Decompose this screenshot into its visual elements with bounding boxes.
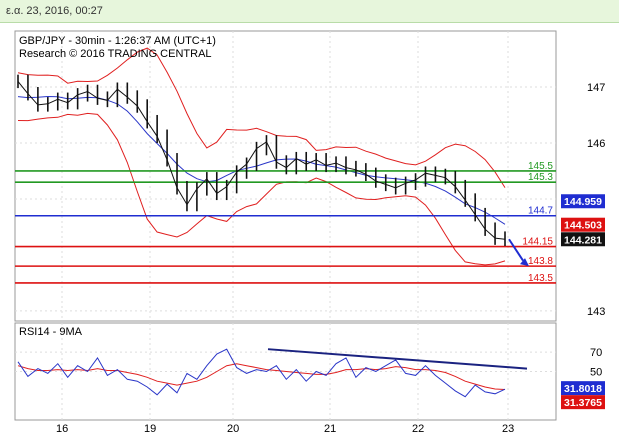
rsi-badge-label: 31.3765 bbox=[564, 397, 602, 409]
grid bbox=[15, 31, 556, 420]
rsi-panel-label: RSI14 - 9MA bbox=[19, 326, 83, 338]
x-tick-label: 16 bbox=[56, 423, 68, 435]
price-badge bbox=[561, 217, 605, 232]
level-label: 145.5 bbox=[528, 161, 553, 172]
x-tick-label: 21 bbox=[324, 423, 336, 435]
price-badges: 144.959 144.503 144.281 31.8018 31.3765 bbox=[561, 194, 605, 410]
forecast-arrow-head bbox=[520, 258, 529, 267]
forecast-arrow bbox=[508, 238, 524, 262]
price-badge bbox=[561, 194, 605, 209]
price-badge-label: 144.281 bbox=[564, 234, 602, 246]
chart-instrument-title: GBP/JPY - 30min - 1:26:37 AM (UTC+1) bbox=[19, 35, 216, 47]
level-label: 143.8 bbox=[528, 256, 553, 267]
header-bar: ε.α. 23, 2016, 00:27 bbox=[0, 0, 619, 23]
lower-band bbox=[17, 112, 506, 266]
x-tick-label: 20 bbox=[227, 423, 239, 435]
rsi-ma-line bbox=[17, 363, 506, 390]
level-label: 144.7 bbox=[528, 206, 553, 217]
price-tick-label: 147 bbox=[587, 82, 605, 94]
level-label: 145.3 bbox=[528, 172, 553, 183]
rsi-trendline bbox=[267, 348, 528, 370]
rsi-badge bbox=[561, 395, 605, 410]
x-tick-label: 19 bbox=[144, 423, 156, 435]
price-badge-label: 144.503 bbox=[564, 220, 602, 232]
level-label: 143.5 bbox=[528, 273, 553, 284]
rsi-line bbox=[17, 348, 506, 398]
rsi-badge bbox=[561, 381, 605, 396]
chart-credit: Research © 2016 TRADING CENTRAL bbox=[19, 48, 212, 60]
upper-band bbox=[17, 47, 506, 188]
price-tick-label: 143 bbox=[587, 306, 605, 318]
rsi-series bbox=[17, 348, 528, 398]
price-line bbox=[17, 81, 506, 240]
rsi-tick-label: 50 bbox=[590, 367, 602, 379]
price-tick-label: 146 bbox=[587, 138, 605, 150]
price-panel-frame bbox=[14, 30, 557, 322]
level-label: 144.15 bbox=[522, 237, 553, 248]
x-tick-label: 22 bbox=[412, 423, 424, 435]
rsi-tick-label: 70 bbox=[590, 347, 602, 359]
rsi-badge-label: 31.8018 bbox=[564, 383, 602, 395]
price-badge-label: 144.959 bbox=[564, 196, 602, 208]
price-series bbox=[17, 74, 529, 267]
x-tick-label: 23 bbox=[502, 423, 514, 435]
price-badge bbox=[561, 232, 605, 247]
header-timestamp: ε.α. 23, 2016, 00:27 bbox=[6, 5, 103, 17]
